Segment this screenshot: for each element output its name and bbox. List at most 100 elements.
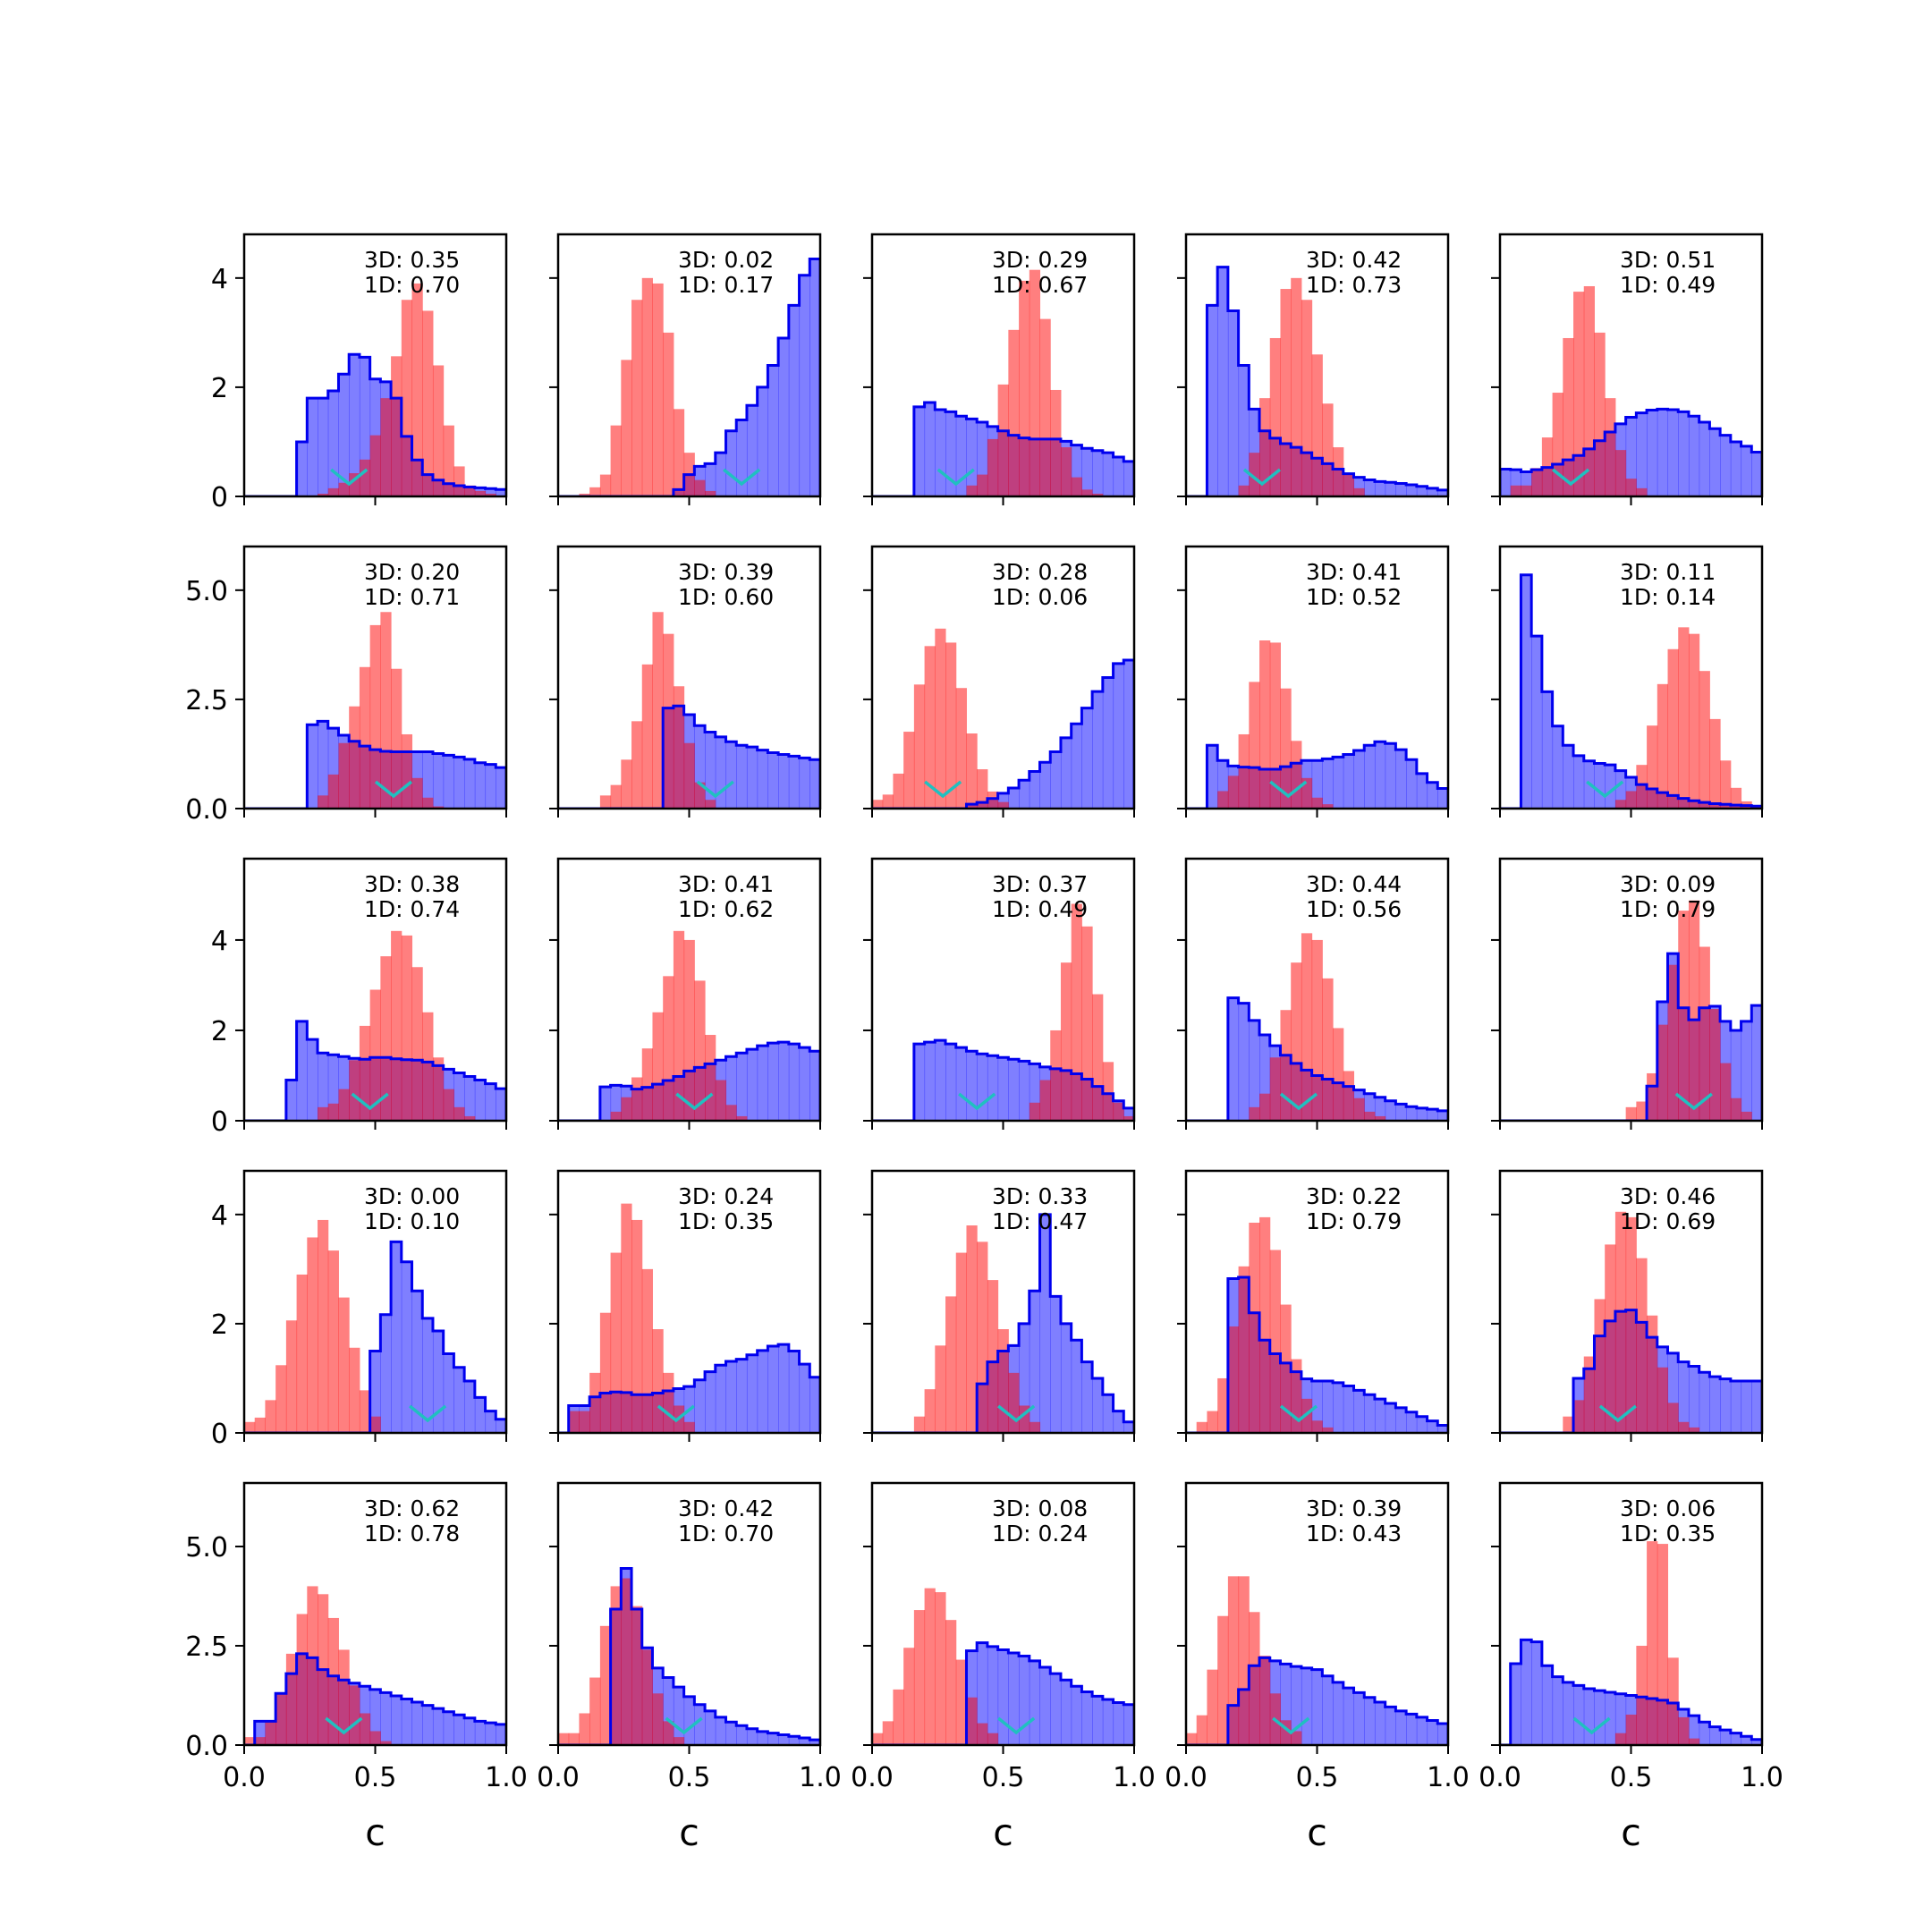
bar-1d-bin	[924, 1389, 936, 1433]
y-tick-label: 2.5	[185, 685, 228, 716]
bar-1d-bin	[1311, 354, 1323, 496]
marker-chevron	[997, 1404, 1036, 1423]
bar-1d-bin	[1269, 337, 1281, 496]
bar-1d-bin	[1322, 403, 1334, 496]
bar-1d-bin	[945, 642, 957, 809]
bar-1d-bin	[1092, 493, 1104, 496]
bar-1d-bin	[485, 493, 496, 496]
annotation-3d: 3D: 0.22	[1306, 1183, 1402, 1209]
bar-1d-bin	[1249, 1106, 1260, 1121]
bar-1d-bin	[1050, 1030, 1062, 1121]
bar-1d-bin	[1678, 911, 1690, 1121]
bar-1d-bin	[338, 1297, 350, 1433]
x-tick-label: 0.0	[851, 1762, 894, 1793]
bar-3d-bin	[1395, 483, 1407, 496]
bar-1d-bin	[1678, 627, 1690, 809]
bar-3d-bin	[1123, 1704, 1134, 1745]
bar-1d-bin	[641, 1048, 653, 1121]
bar-3d-bin	[411, 1702, 423, 1745]
step-outline-3d	[872, 401, 1134, 496]
bar-3d-bin	[453, 1715, 465, 1745]
bar-1d-bin	[966, 733, 978, 809]
step-outline-3d	[1500, 573, 1762, 809]
bar-1d-bin	[1688, 633, 1700, 809]
bar-3d-bin	[1227, 997, 1240, 1121]
bar-3d-bin	[496, 1724, 506, 1745]
bar-3d-bin	[1427, 1720, 1438, 1745]
marker-chevron	[1279, 1092, 1318, 1111]
bar-3d-bin	[987, 1646, 999, 1745]
bar-3d-bin	[422, 751, 434, 809]
bar-3d-bin	[913, 1044, 926, 1121]
x-axis-label: c	[993, 1811, 1013, 1854]
bar-1d-bin	[464, 1115, 476, 1121]
bar-3d-bin	[1008, 1059, 1020, 1121]
bar-1d-bin	[579, 493, 590, 496]
bar-1d-bin	[997, 384, 1009, 496]
bar-3d-bin	[1238, 1003, 1250, 1121]
bar-1d-bin	[1291, 962, 1302, 1121]
bar-1d-bin	[955, 688, 967, 809]
bar-1d-bin	[443, 1089, 454, 1121]
bar-3d-bin	[391, 1695, 402, 1745]
bar-3d-bin	[474, 1397, 487, 1433]
bar-1d-bin	[1720, 1063, 1732, 1121]
bar-3d-bin	[736, 745, 748, 809]
annotation-3d: 3D: 0.33	[992, 1183, 1088, 1209]
bar-1d-bin	[631, 300, 643, 496]
bar-3d-bin	[977, 1642, 988, 1745]
bar-1d-bin	[391, 356, 402, 496]
bar-3d-bin	[809, 1740, 820, 1745]
bar-1d-bin	[1364, 1111, 1376, 1121]
marker-chevron	[696, 780, 734, 799]
subplot-plot-area	[244, 612, 506, 809]
bar-3d-bin	[1249, 1020, 1260, 1121]
bar-1d-bin	[966, 1225, 978, 1433]
bar-1d-bin	[380, 398, 392, 496]
bar-1d-bin	[1353, 1097, 1365, 1121]
bar-3d-bin	[401, 1261, 413, 1433]
bar-1d-bin	[913, 1610, 926, 1745]
bar-1d-bin	[913, 1416, 926, 1433]
bar-3d-bin	[1730, 441, 1742, 496]
bar-1d-bin	[1614, 450, 1627, 496]
bar-1d-bin	[945, 1296, 957, 1433]
bar-3d-bin	[1102, 677, 1114, 809]
bar-3d-bin	[1019, 1656, 1030, 1745]
bar-1d-bin	[1614, 800, 1627, 809]
bar-3d-bin	[705, 463, 716, 496]
bar-3d-bin	[694, 1704, 706, 1745]
bar-3d-bin	[1699, 1372, 1710, 1433]
bar-3d-bin	[778, 1734, 790, 1745]
subplot-plot-area	[1500, 900, 1762, 1121]
bar-3d-bin	[1552, 725, 1563, 809]
bar-1d-bin	[652, 612, 664, 809]
annotation-3d: 3D: 0.08	[992, 1496, 1088, 1521]
bar-1d-bin	[1238, 733, 1250, 809]
annotation-1d: 1D: 0.73	[1306, 272, 1402, 298]
bar-3d-bin	[369, 1351, 381, 1433]
bar-1d-bin	[673, 1737, 685, 1745]
bar-1d-bin	[1625, 479, 1637, 496]
bar-3d-bin	[1395, 1710, 1407, 1745]
bar-3d-bin	[1709, 428, 1721, 496]
subplot-plot-area	[558, 1566, 820, 1745]
bar-1d-bin	[1291, 277, 1302, 496]
bar-1d-bin	[1353, 487, 1365, 496]
y-tick-label: 0	[211, 482, 228, 513]
bar-3d-bin	[1071, 1340, 1082, 1433]
bar-3d-bin	[1416, 486, 1428, 496]
bar-3d-bin	[1636, 412, 1648, 496]
bar-1d-bin	[275, 1365, 287, 1433]
annotation-1d: 1D: 0.35	[678, 1208, 774, 1234]
bar-3d-bin	[1437, 1425, 1448, 1433]
annotation-3d: 3D: 0.46	[1620, 1183, 1716, 1209]
bar-3d-bin	[464, 758, 476, 809]
bar-3d-bin	[725, 1056, 737, 1121]
bar-1d-bin	[1614, 1733, 1627, 1745]
annotation-3d: 3D: 0.29	[992, 247, 1088, 273]
bar-1d-bin	[694, 782, 706, 809]
